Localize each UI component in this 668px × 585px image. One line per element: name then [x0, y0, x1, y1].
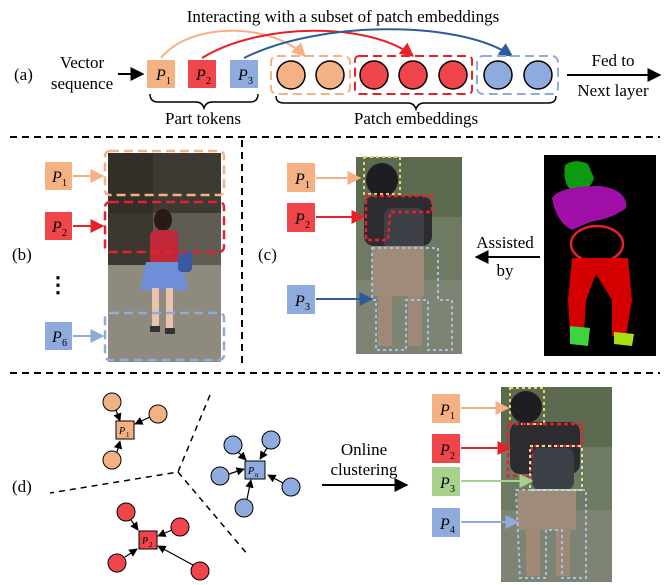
part-token-p1: P 1 — [147, 60, 175, 88]
part-tokens-brace — [149, 93, 259, 111]
svg-text:2: 2 — [206, 76, 211, 87]
svg-text:1: 1 — [166, 76, 171, 87]
svg-text:P: P — [51, 219, 62, 236]
svg-text:P: P — [141, 536, 148, 547]
svg-text:6: 6 — [62, 338, 67, 349]
svg-text:P: P — [118, 426, 125, 437]
svg-text:4: 4 — [450, 525, 455, 536]
patch-group-red — [354, 55, 473, 95]
part-tokens-label: Part tokens — [165, 109, 241, 128]
pedestrian-photo-c — [356, 157, 462, 354]
part-token-p3: P 3 — [230, 60, 258, 88]
panel-a: Interacting with a subset of patch embed… — [14, 7, 662, 128]
svg-text:2: 2 — [149, 541, 153, 549]
panel-b-token-p2: P 2 — [45, 212, 72, 240]
svg-text:1: 1 — [126, 431, 130, 439]
panel-c-token-p1: P 1 — [287, 163, 315, 192]
panel-d-token-p2: P 2 — [432, 434, 460, 463]
patch-embedding-circle — [438, 60, 468, 90]
patch-embedding-circle — [359, 60, 389, 90]
patch-group-blue — [476, 55, 559, 95]
panel-a-label: (a) — [14, 65, 33, 84]
panel-c-token-p2: P 2 — [287, 203, 315, 232]
cluster-pn: P n — [210, 430, 301, 518]
cluster-p2: P 2 — [107, 502, 210, 581]
svg-text:P: P — [51, 169, 62, 186]
svg-text:3: 3 — [305, 302, 310, 313]
fed-to-label: Fed to — [592, 51, 635, 70]
parsing-mask — [544, 155, 656, 356]
svg-text:P: P — [294, 211, 305, 228]
cluster-boundary — [177, 471, 249, 556]
pedestrian-photo-d — [501, 387, 612, 582]
svg-text:P: P — [237, 67, 248, 84]
panel-b-label: (b) — [12, 245, 32, 264]
svg-text:P: P — [439, 475, 450, 492]
patch-embedding-circle — [276, 60, 306, 90]
svg-text:P: P — [247, 466, 254, 477]
svg-text:P: P — [51, 329, 62, 346]
svg-text:n: n — [255, 471, 259, 479]
svg-text:2: 2 — [305, 220, 310, 231]
panel-d: (d) P 1 P n — [12, 387, 612, 582]
svg-text:3: 3 — [450, 484, 455, 495]
svg-text:P: P — [439, 402, 450, 419]
panel-c-label: (c) — [258, 245, 277, 264]
svg-text:1: 1 — [62, 178, 67, 189]
arc-p1-to-orange-patches — [160, 29, 307, 59]
panel-b-token-p1: P 1 — [45, 162, 72, 190]
assisted-label: Assisted — [476, 233, 534, 252]
patch-embedding-circle — [483, 60, 513, 90]
ellipsis: ⋮ — [47, 272, 69, 297]
panel-c-token-p3: P 3 — [287, 285, 315, 314]
part-token-p2: P 2 — [188, 60, 216, 88]
svg-text:P: P — [294, 293, 305, 310]
patch-embeddings-brace — [275, 95, 557, 112]
panel-d-label: (d) — [12, 477, 32, 496]
svg-text:3: 3 — [248, 76, 253, 87]
patch-embedding-circle — [315, 60, 345, 90]
region-box-p2 — [103, 200, 226, 254]
cluster-boundary — [49, 394, 211, 494]
online-label: Online — [341, 440, 387, 459]
patch-group-orange — [270, 55, 351, 95]
next-layer-label: Next layer — [577, 81, 649, 100]
panel-d-token-p3: P 3 — [432, 467, 460, 496]
svg-text:P: P — [439, 442, 450, 459]
panel-b-token-p6: P 6 — [45, 322, 72, 350]
svg-text:1: 1 — [450, 411, 455, 422]
svg-text:1: 1 — [305, 180, 310, 191]
arc-p3-to-blue-patches — [243, 28, 514, 59]
svg-text:2: 2 — [450, 451, 455, 462]
patch-embedding-circle — [523, 60, 553, 90]
panel-b: (b) P 1 P 2 — [12, 149, 226, 362]
svg-text:P: P — [294, 171, 305, 188]
svg-text:P: P — [439, 516, 450, 533]
vector-sequence-line2: sequence — [51, 74, 113, 93]
pedestrian-photo-b — [108, 153, 221, 362]
by-label: by — [497, 261, 515, 280]
arc-p2-to-red-patches — [201, 29, 415, 59]
vector-sequence-line1: Vector — [60, 53, 105, 72]
panel-a-title: Interacting with a subset of patch embed… — [187, 7, 500, 26]
panel-c: (c) P 1 P 2 P 3 — [258, 155, 656, 356]
svg-text:P: P — [155, 67, 166, 84]
region-box-p6 — [103, 311, 226, 362]
panel-d-token-p4: P 4 — [432, 508, 460, 537]
svg-text:P: P — [195, 67, 206, 84]
patch-embeddings-label: Patch embeddings — [354, 109, 478, 128]
region-box-p1 — [103, 149, 226, 197]
cluster-p1: P 1 — [102, 392, 168, 470]
patch-embedding-circle — [398, 60, 428, 90]
clustering-label: clustering — [330, 460, 398, 479]
panel-d-token-p1: P 1 — [432, 394, 460, 423]
svg-text:2: 2 — [62, 228, 67, 239]
